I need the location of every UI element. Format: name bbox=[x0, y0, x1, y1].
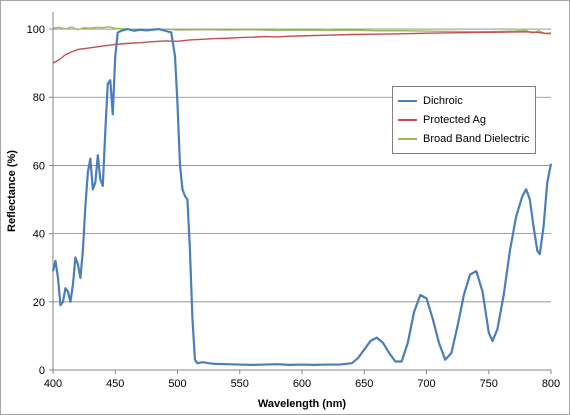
y-tick-label-100: 100 bbox=[27, 24, 45, 36]
x-tick-label-700: 700 bbox=[417, 378, 435, 390]
legend-swatch-protected-ag bbox=[398, 119, 417, 121]
y-tick-label-0: 0 bbox=[39, 365, 45, 377]
legend-label-broad-band-dielectric: Broad Band Dielectric bbox=[423, 133, 530, 145]
y-tick-label-60: 60 bbox=[33, 160, 45, 172]
x-tick-label-600: 600 bbox=[293, 378, 311, 390]
legend-swatch-broad-band-dielectric bbox=[398, 138, 417, 140]
x-tick-label-400: 400 bbox=[44, 378, 62, 390]
series-line-dichroic bbox=[51, 27, 553, 366]
legend-item-dichroic: Dichroic bbox=[398, 93, 463, 109]
x-tick-label-550: 550 bbox=[231, 378, 249, 390]
x-tick-label-500: 500 bbox=[168, 378, 186, 390]
y-tick-label-80: 80 bbox=[33, 92, 45, 104]
x-tick-label-750: 750 bbox=[480, 378, 498, 390]
x-axis-title: Wavelength (nm) bbox=[258, 398, 347, 410]
legend-item-broad-band-dielectric: Broad Band Dielectric bbox=[398, 131, 529, 147]
y-tick-label-20: 20 bbox=[33, 297, 45, 309]
x-tick-label-800: 800 bbox=[542, 378, 560, 390]
x-tick-label-650: 650 bbox=[355, 378, 373, 390]
legend-label-dichroic: Dichroic bbox=[423, 95, 463, 107]
series-line-broad-band-dielectric bbox=[52, 25, 552, 35]
y-tick-label-40: 40 bbox=[33, 229, 45, 241]
legend-swatch-dichroic bbox=[398, 99, 417, 103]
series-line-protected-ag bbox=[52, 31, 552, 64]
legend: Dichroic Protected Ag Broad Band Dielect… bbox=[392, 86, 536, 154]
legend-label-protected-ag: Protected Ag bbox=[423, 114, 486, 126]
legend-item-protected-ag: Protected Ag bbox=[398, 112, 486, 128]
x-tick-label-450: 450 bbox=[106, 378, 124, 390]
y-axis-title: Reflectance (%) bbox=[6, 150, 18, 232]
